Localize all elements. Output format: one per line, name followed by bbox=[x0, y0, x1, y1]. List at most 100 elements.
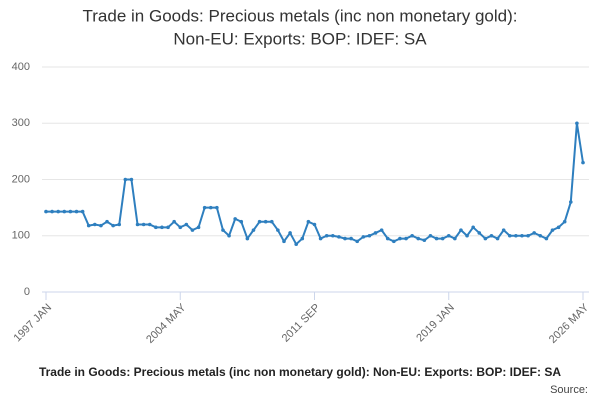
data-point bbox=[556, 225, 561, 230]
data-point bbox=[276, 228, 280, 232]
data-point bbox=[184, 222, 189, 227]
data-point bbox=[501, 228, 506, 232]
x-tick-label: 2011 SEP bbox=[280, 302, 323, 345]
x-tick-label: 2004 MAY bbox=[144, 301, 189, 346]
data-point bbox=[294, 242, 298, 246]
y-tick-label: 0 bbox=[24, 286, 30, 298]
data-point bbox=[154, 225, 158, 230]
data-point bbox=[227, 233, 231, 238]
chart-title: Non-EU: Exports: BOP: IDEF: SA bbox=[173, 29, 427, 48]
data-point bbox=[99, 223, 103, 228]
data-point bbox=[392, 239, 396, 244]
data-point bbox=[196, 225, 201, 230]
data-point bbox=[257, 219, 262, 224]
data-point bbox=[56, 209, 61, 214]
data-point bbox=[62, 209, 67, 214]
data-point bbox=[428, 233, 433, 238]
data-point bbox=[178, 225, 183, 230]
y-tick-label: 400 bbox=[12, 61, 30, 73]
data-point bbox=[465, 233, 469, 238]
data-point bbox=[538, 233, 543, 238]
x-tick-label: 2026 MAY bbox=[547, 301, 592, 346]
data-point bbox=[507, 233, 512, 238]
x-tick-label: 1997 JAN bbox=[12, 302, 55, 345]
data-point bbox=[532, 231, 536, 235]
data-point bbox=[202, 205, 207, 210]
data-point bbox=[117, 222, 122, 227]
data-point bbox=[343, 236, 347, 241]
data-point bbox=[123, 177, 128, 182]
data-point bbox=[111, 223, 115, 228]
data-point bbox=[50, 209, 54, 214]
data-point bbox=[269, 219, 274, 224]
data-point bbox=[416, 236, 421, 241]
data-point bbox=[160, 225, 164, 230]
data-point bbox=[239, 219, 244, 224]
data-point bbox=[221, 228, 225, 232]
data-point bbox=[190, 228, 195, 232]
data-point bbox=[74, 209, 79, 214]
y-tick-label: 200 bbox=[12, 173, 30, 185]
data-point bbox=[172, 219, 176, 224]
data-point bbox=[410, 233, 414, 238]
data-point bbox=[355, 239, 360, 244]
data-point bbox=[251, 228, 256, 232]
data-point bbox=[471, 225, 475, 230]
data-point bbox=[562, 219, 567, 224]
data-point bbox=[324, 233, 329, 238]
y-tick-label: 100 bbox=[12, 230, 30, 242]
data-point bbox=[361, 235, 366, 239]
data-point bbox=[544, 236, 549, 241]
data-point bbox=[373, 231, 378, 235]
data-point bbox=[44, 209, 48, 214]
data-point bbox=[86, 223, 91, 228]
data-point bbox=[483, 236, 488, 241]
data-point bbox=[208, 205, 213, 210]
data-point bbox=[398, 236, 402, 241]
data-point bbox=[331, 233, 335, 238]
data-point bbox=[105, 219, 109, 224]
data-point bbox=[379, 228, 384, 232]
data-point bbox=[550, 228, 555, 232]
data-point bbox=[520, 233, 524, 238]
data-point bbox=[526, 233, 530, 238]
data-point bbox=[135, 222, 140, 227]
data-point bbox=[422, 238, 427, 243]
data-point bbox=[288, 231, 292, 235]
data-point bbox=[385, 236, 390, 241]
data-point bbox=[349, 236, 353, 241]
data-point bbox=[306, 219, 311, 224]
data-point bbox=[568, 200, 573, 204]
source-label: Source: bbox=[550, 384, 588, 396]
data-point bbox=[215, 205, 219, 210]
data-point bbox=[263, 219, 268, 224]
data-point bbox=[575, 121, 579, 126]
data-point bbox=[337, 235, 341, 239]
data-point bbox=[141, 222, 146, 227]
data-point bbox=[147, 222, 152, 227]
data-point bbox=[93, 222, 97, 227]
data-point bbox=[312, 222, 317, 227]
data-point bbox=[129, 177, 134, 182]
data-point bbox=[581, 160, 585, 165]
x-tick-label: 2019 JAN bbox=[414, 302, 457, 345]
data-point bbox=[68, 209, 73, 214]
data-point bbox=[446, 233, 451, 238]
data-point bbox=[245, 236, 250, 241]
y-tick-label: 300 bbox=[12, 117, 30, 129]
chart-title: Trade in Goods: Precious metals (inc non… bbox=[83, 6, 518, 25]
data-point bbox=[300, 236, 305, 241]
data-point bbox=[489, 233, 494, 238]
data-point bbox=[404, 236, 408, 241]
data-point bbox=[233, 217, 237, 221]
data-point bbox=[80, 209, 85, 214]
data-point bbox=[514, 233, 518, 238]
data-point bbox=[477, 231, 482, 235]
data-point bbox=[453, 236, 457, 241]
data-point bbox=[318, 236, 323, 241]
data-point bbox=[495, 236, 500, 241]
data-point bbox=[367, 233, 372, 238]
data-point bbox=[166, 225, 170, 230]
data-point bbox=[459, 228, 463, 232]
